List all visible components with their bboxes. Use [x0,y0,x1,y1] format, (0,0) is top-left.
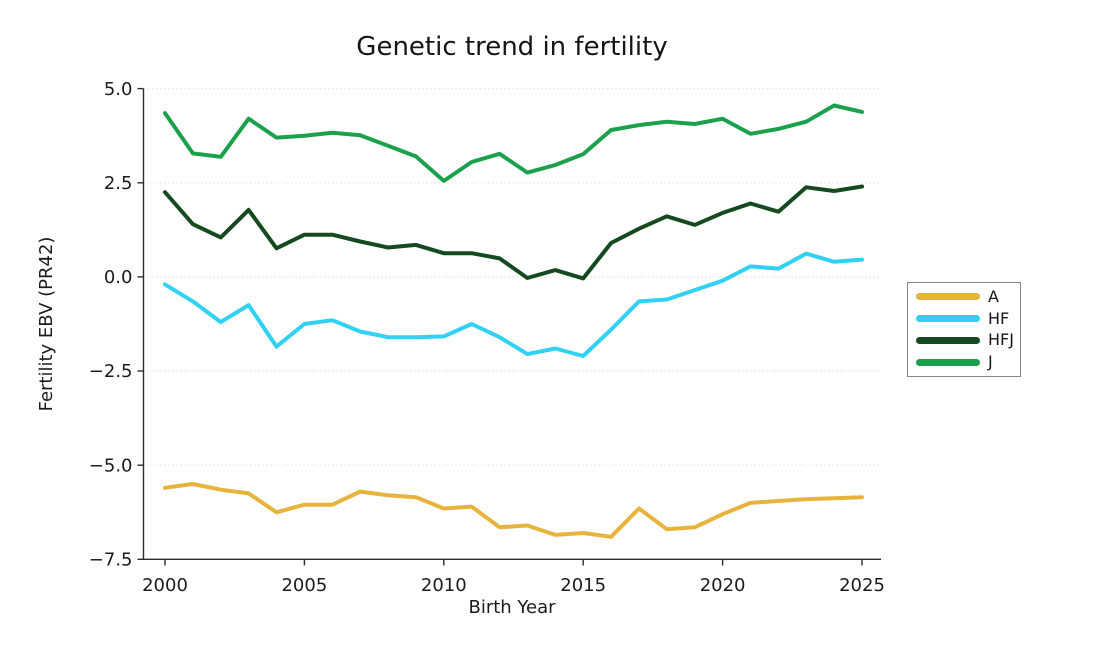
legend-label-hfj: HFJ [988,330,1014,350]
x-tick-label: 2015 [560,575,606,596]
x-tick-label: 2000 [142,575,188,596]
y-axis-label: Fertility EBV (PR42) [36,237,57,412]
axes [137,87,881,566]
legend-swatch-hf-icon [916,315,980,323]
y-tick-label: 5.0 [104,79,133,100]
y-tick-label: 0.0 [104,267,133,288]
series-lines [163,103,864,539]
legend-label-a: A [988,286,999,306]
x-axis-label: Birth Year [468,597,556,618]
legend-item-hfj: HFJ [916,332,1020,348]
series-line-hf [163,251,864,358]
legend-label-hf: HF [988,308,1010,328]
y-tick-label: −2.5 [89,361,133,382]
y-tick-label: 2.5 [104,173,133,194]
legend-item-a: A [916,286,1020,306]
x-tick-label: 2025 [839,575,885,596]
legend-label-j: J [988,352,993,372]
legend-swatch-j-icon [916,358,980,366]
chart-title: Genetic trend in fertility [356,32,667,62]
x-tick-label: 2010 [421,575,467,596]
series-line-hfj [163,184,864,281]
gridlines [143,87,881,466]
legend-swatch-hfj-icon [916,336,980,344]
y-tick-label: −5.0 [89,455,133,476]
legend: A HF HFJ J [907,282,1021,377]
legend-item-j: J [916,354,1020,370]
legend-item-hf: HF [916,308,1020,328]
tick-labels: 5.0 2.5 0.0 −2.5 −5.0 −7.5 2000 2005 2010 2015 202… [89,79,885,596]
series-line-a [163,482,864,539]
x-tick-label: 2020 [700,575,746,596]
series-line-j [163,103,864,183]
x-tick-label: 2005 [281,575,327,596]
y-tick-label: −7.5 [89,550,133,571]
legend-swatch-a-icon [916,293,980,301]
